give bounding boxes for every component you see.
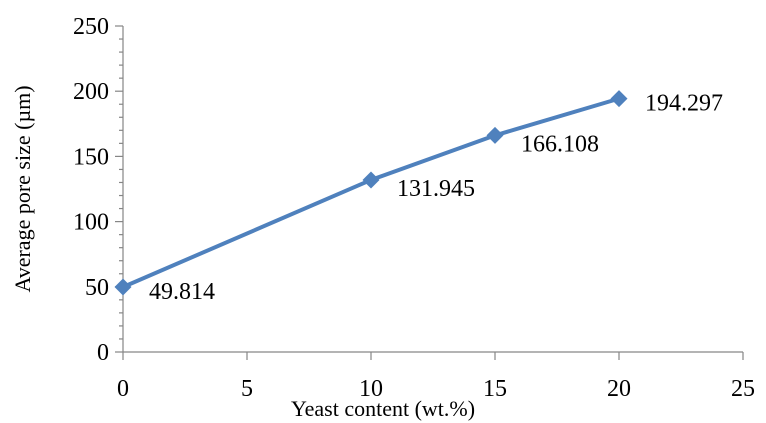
x-axis-title: Yeast content (wt.%) bbox=[291, 396, 475, 421]
x-tick-label: 15 bbox=[483, 376, 507, 402]
data-point-marker bbox=[362, 171, 380, 189]
y-tick-label: 0 bbox=[97, 340, 109, 366]
x-tick-label: 25 bbox=[731, 376, 755, 402]
y-axis-title: Average pore size (µm) bbox=[10, 85, 35, 292]
series-group: 49.814 131.945 166.108 194.297 bbox=[114, 90, 723, 305]
y-tick-label: 250 bbox=[73, 14, 109, 40]
data-point-marker bbox=[486, 126, 504, 144]
data-label: 131.945 bbox=[397, 176, 475, 202]
series-line bbox=[121, 96, 621, 290]
data-label: 166.108 bbox=[521, 131, 599, 157]
x-tick-label: 20 bbox=[607, 376, 631, 402]
x-tick-label: 0 bbox=[117, 376, 129, 402]
data-label: 194.297 bbox=[645, 91, 723, 117]
y-tick-label: 100 bbox=[73, 210, 109, 236]
y-tick-label: 150 bbox=[73, 144, 109, 170]
x-tick-label: 5 bbox=[241, 376, 253, 402]
x-tick-labels: 0 5 10 15 20 25 bbox=[117, 376, 755, 402]
y-major-ticks bbox=[115, 25, 123, 353]
y-tick-labels: 0 50 100 150 200 250 bbox=[73, 14, 109, 366]
data-label: 49.814 bbox=[149, 279, 215, 305]
y-tick-label: 200 bbox=[73, 79, 109, 105]
x-ticks bbox=[122, 352, 744, 360]
x-tick-label: 10 bbox=[359, 376, 383, 402]
data-point-marker bbox=[114, 278, 132, 296]
y-tick-label: 50 bbox=[85, 275, 109, 301]
data-point-marker bbox=[610, 90, 628, 108]
y-minor-ticks bbox=[119, 38, 123, 340]
